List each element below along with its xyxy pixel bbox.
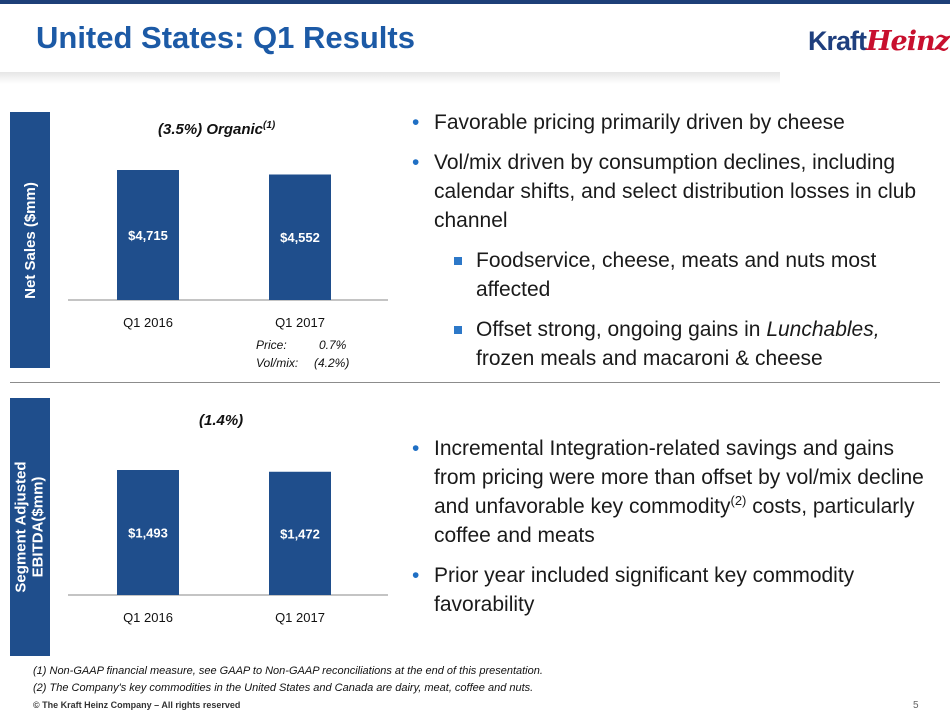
bar	[117, 170, 179, 300]
net-sales-bar-chart: $4,715 Q1 2016 $4,552 Q1 2017	[68, 170, 388, 330]
net-sales-chart-title-text: (3.5%) Organic	[158, 121, 264, 138]
net-sales-side-label: Net Sales ($mm)	[10, 112, 50, 368]
category-tick-label: Q1 2017	[275, 610, 325, 625]
logo-heinz-text: Heinz	[866, 26, 950, 57]
bullet-item: • Vol/mix driven by consumption declines,…	[412, 148, 932, 235]
bar-value-label: $1,472	[280, 526, 320, 541]
bullet-dot-icon: •	[412, 564, 420, 587]
bar-value-label: $4,715	[128, 228, 168, 243]
bar	[269, 471, 331, 595]
kraft-heinz-logo: KraftHeinz	[808, 26, 950, 57]
page-title: United States: Q1 Results	[36, 20, 415, 55]
section-divider	[10, 382, 940, 383]
sub-bullet-text-post: frozen meals and macaroni & cheese	[476, 347, 823, 370]
logo-kraft-text: Kraft	[808, 26, 867, 56]
ebitda-bar-chart: $1,493 Q1 2016 $1,472 Q1 2017	[68, 470, 388, 625]
bar	[269, 174, 331, 300]
square-bullet-icon	[454, 326, 462, 334]
bullet-text: Vol/mix driven by consumption declines, …	[434, 151, 917, 232]
volmix-label: Vol/mix:	[256, 356, 299, 370]
category-tick-label: Q1 2016	[123, 610, 173, 625]
square-bullet-icon	[454, 257, 462, 265]
category-tick-label: Q1 2016	[123, 315, 173, 330]
volmix-value: (4.2%)	[314, 356, 350, 370]
bullet-item: • Favorable pricing primarily driven by c…	[412, 108, 932, 137]
net-sales-side-label-text: Net Sales ($mm)	[21, 181, 39, 299]
net-sales-bullet-list: • Favorable pricing primarily driven by c…	[412, 108, 932, 384]
header-shadow	[0, 72, 780, 84]
bar	[117, 470, 179, 595]
top-accent-line	[0, 0, 950, 4]
bullet-dot-icon: •	[412, 437, 420, 460]
ebitda-bullet-list: • Incremental Integration-related savings…	[412, 434, 932, 630]
bullet-dot-icon: •	[412, 111, 420, 134]
net-sales-chart-title: (3.5%) Organic(1)	[158, 120, 275, 138]
sub-bullet-item: Offset strong, ongoing gains in Lunchabl…	[412, 315, 932, 373]
bullet-footnote-ref: (2)	[730, 493, 747, 508]
bullet-text-post: costs, particularly coffee and meats	[434, 495, 915, 547]
footnote-1: (1) Non-GAAP financial measure, see GAAP…	[33, 665, 543, 677]
price-value: 0.7%	[319, 338, 347, 352]
price-label: Price:	[256, 338, 287, 352]
footnote-2: (2) The Company's key commodities in the…	[33, 682, 534, 694]
bullet-text-pre: Incremental Integration-related savings …	[434, 437, 924, 518]
copyright-text: © The Kraft Heinz Company – All rights r…	[33, 700, 241, 710]
bullet-item: • Incremental Integration-related savings…	[412, 434, 932, 550]
ebitda-side-label: Segment Adjusted EBITDA($mm)	[10, 398, 50, 656]
ebitda-side-label-text: Segment Adjusted EBITDA($mm)	[13, 461, 48, 593]
bar-value-label: $1,493	[128, 526, 168, 541]
bar-value-label: $4,552	[280, 230, 320, 245]
sub-bullet-text: Foodservice, cheese, meats and nuts most…	[476, 249, 877, 301]
net-sales-chart-title-footnote: (1)	[263, 120, 276, 131]
sub-bullet-text-italic: Lunchables,	[766, 318, 880, 341]
page-number: 5	[913, 700, 919, 711]
sub-bullet-text-pre: Offset strong, ongoing gains in	[476, 318, 767, 341]
bullet-item: • Prior year included significant key com…	[412, 561, 932, 619]
bullet-text: Favorable pricing primarily driven by ch…	[434, 111, 845, 134]
sub-bullet-item: Foodservice, cheese, meats and nuts most…	[412, 246, 932, 304]
ebitda-chart-title: (1.4%)	[199, 412, 244, 429]
category-tick-label: Q1 2017	[275, 315, 325, 330]
bullet-dot-icon: •	[412, 151, 420, 174]
bullet-text: Prior year included significant key comm…	[434, 564, 855, 616]
